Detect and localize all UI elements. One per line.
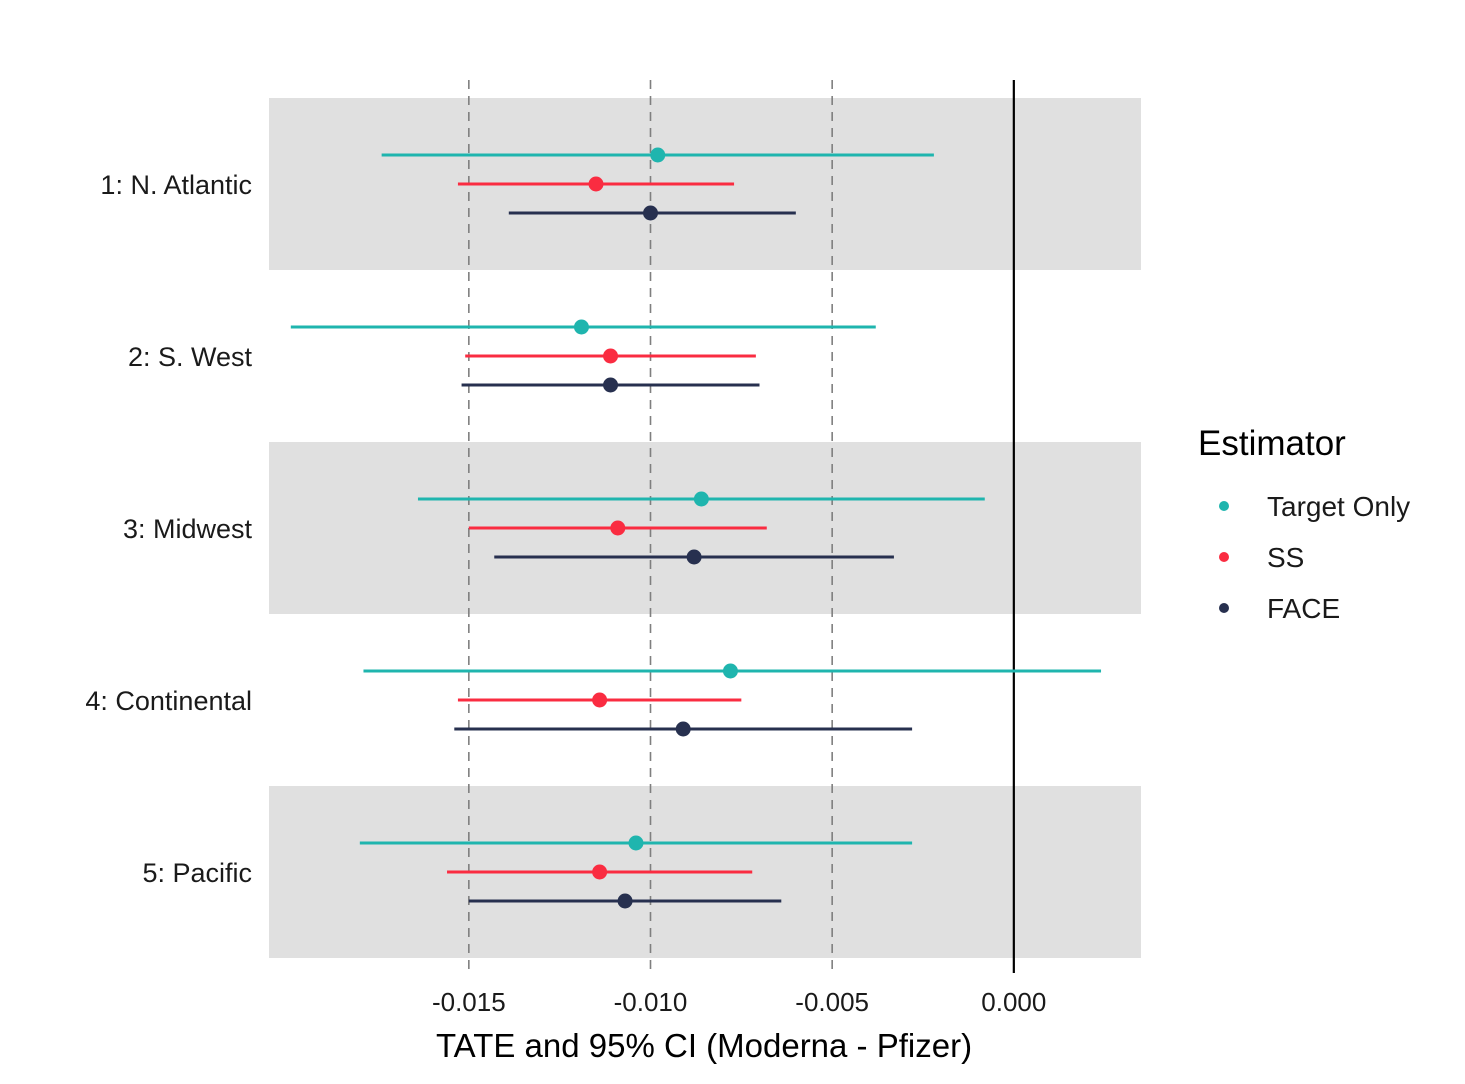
legend-label: Target Only: [1267, 491, 1410, 522]
estimate-point: [617, 893, 633, 909]
estimate-point: [592, 864, 608, 880]
estimate-point: [588, 176, 604, 192]
legend: Estimator Target Only SS FACE: [1198, 424, 1410, 624]
estimate-point: [693, 491, 709, 507]
x-tick-label: -0.010: [614, 987, 688, 1017]
legend-title: Estimator: [1198, 424, 1346, 463]
estimate-point: [603, 348, 619, 364]
legend-marker: [1219, 552, 1229, 562]
estimate-point: [592, 692, 608, 708]
x-tick-label: -0.005: [795, 987, 869, 1017]
x-axis-title: TATE and 95% CI (Moderna - Pfizer): [436, 1027, 972, 1064]
y-axis-labels: 1: N. Atlantic 2: S. West 3: Midwest 4: Con…: [85, 170, 252, 888]
category-label: 1: N. Atlantic: [100, 170, 252, 200]
estimate-point: [610, 520, 626, 536]
estimate-point: [603, 377, 619, 393]
estimate-point: [643, 205, 658, 221]
estimate-point: [675, 721, 691, 737]
legend-marker: [1219, 501, 1229, 511]
x-axis-ticks: -0.015 -0.010 -0.005 0.000: [432, 987, 1046, 1017]
legend-label: SS: [1267, 542, 1304, 573]
estimate-point: [650, 147, 666, 163]
estimate-point: [628, 835, 644, 851]
reference-lines: [468, 80, 1015, 973]
x-tick-label: -0.015: [432, 987, 506, 1017]
estimate-point: [573, 319, 589, 335]
confidence-intervals: [290, 147, 1102, 909]
x-tick-label: 0.000: [981, 987, 1046, 1017]
category-label: 2: S. West: [128, 342, 253, 372]
estimate-point: [686, 549, 702, 565]
category-label: 5: Pacific: [142, 858, 252, 888]
legend-marker: [1219, 603, 1229, 613]
estimate-point: [722, 663, 738, 679]
category-label: 3: Midwest: [123, 514, 253, 544]
category-label: 4: Continental: [85, 686, 252, 716]
legend-label: FACE: [1267, 593, 1340, 624]
